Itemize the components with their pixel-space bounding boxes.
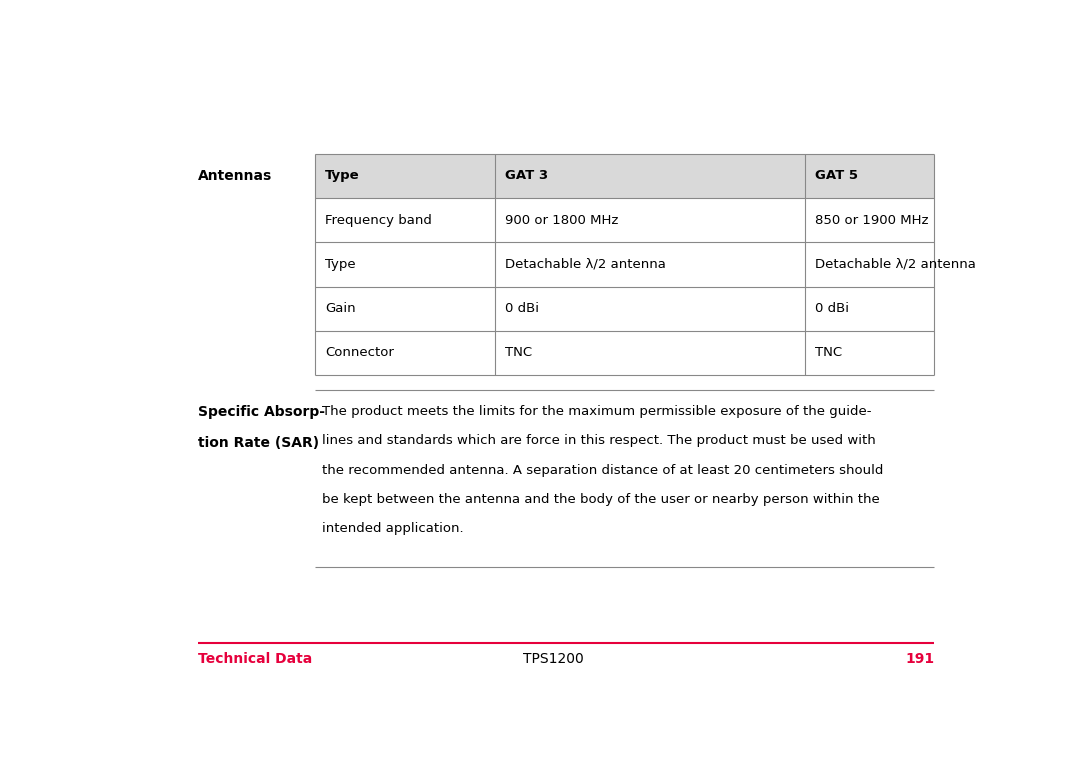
Text: tion Rate (SAR): tion Rate (SAR)	[198, 436, 319, 450]
Text: TPS1200: TPS1200	[523, 653, 584, 666]
Text: Detachable λ/2 antenna: Detachable λ/2 antenna	[505, 258, 666, 271]
Text: GAT 3: GAT 3	[505, 169, 548, 182]
Text: 0 dBi: 0 dBi	[814, 302, 849, 315]
Bar	[315, 154, 934, 198]
Text: Technical Data: Technical Data	[198, 653, 312, 666]
Text: Gain: Gain	[325, 302, 355, 315]
Text: intended application.: intended application.	[322, 522, 463, 535]
Text: GAT 5: GAT 5	[814, 169, 858, 182]
Text: Detachable λ/2 antenna: Detachable λ/2 antenna	[814, 258, 975, 271]
Text: 0 dBi: 0 dBi	[505, 302, 539, 315]
Text: 191: 191	[905, 653, 934, 666]
Text: Antennas: Antennas	[198, 169, 272, 183]
Text: The product meets the limits for the maximum permissible exposure of the guide-: The product meets the limits for the max…	[322, 404, 872, 417]
Text: lines and standards which are force in this respect. The product must be used wi: lines and standards which are force in t…	[322, 434, 876, 447]
Text: TNC: TNC	[505, 346, 532, 359]
Text: Specific Absorp-: Specific Absorp-	[198, 404, 325, 418]
Text: Type: Type	[325, 169, 360, 182]
Text: the recommended antenna. A separation distance of at least 20 centimeters should: the recommended antenna. A separation di…	[322, 463, 883, 476]
Text: 900 or 1800 MHz: 900 or 1800 MHz	[505, 214, 619, 227]
Text: Connector: Connector	[325, 346, 394, 359]
Text: Frequency band: Frequency band	[325, 214, 432, 227]
Text: TNC: TNC	[814, 346, 841, 359]
Text: Type: Type	[325, 258, 355, 271]
Text: be kept between the antenna and the body of the user or nearby person within the: be kept between the antenna and the body…	[322, 493, 879, 506]
Text: 850 or 1900 MHz: 850 or 1900 MHz	[814, 214, 928, 227]
